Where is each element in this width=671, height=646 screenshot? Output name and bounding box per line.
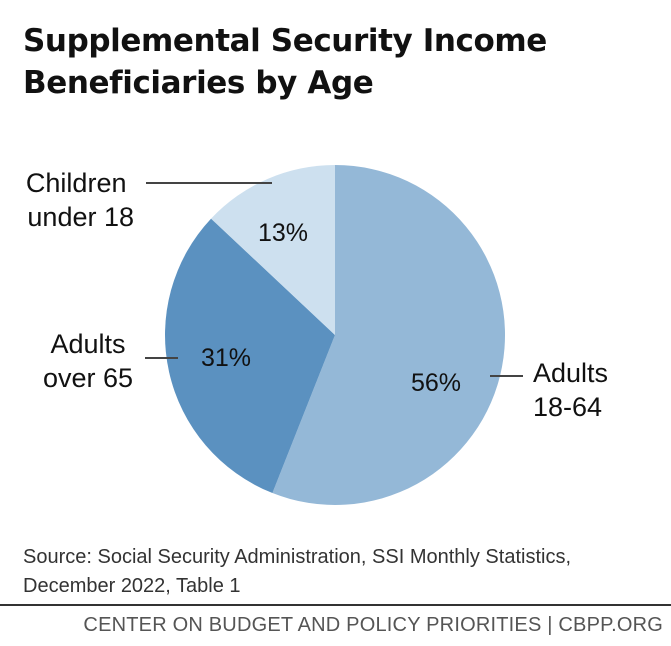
value-label-children-under-18: 13%	[258, 219, 308, 247]
pie-slice-children-under-18	[211, 165, 335, 335]
category-label-adults-18-64: Adults 18-64	[533, 358, 616, 422]
category-label-children-under-18-line-2: under 18	[27, 202, 134, 232]
source-note: Source: Social Security Administration, …	[23, 543, 663, 601]
category-label-adults-18-64-line-2: 18-64	[533, 392, 602, 422]
category-label-adults-over-65: Adults over 65	[43, 329, 133, 393]
pie-slice-adults-over-65	[165, 218, 335, 494]
value-label-adults-over-65: 31%	[201, 344, 251, 372]
source-line-1: Source: Social Security Administration, …	[23, 546, 571, 568]
chart-title: Supplemental Security Income Beneficiari…	[23, 20, 653, 104]
footer-divider	[0, 604, 671, 606]
chart-title-line-1: Supplemental Security Income	[23, 23, 547, 59]
chart-title-line-2: Beneficiaries by Age	[23, 65, 374, 101]
footer-credit: CENTER ON BUDGET AND POLICY PRIORITIES |…	[83, 614, 663, 636]
pie-chart: 56% 31% 13% Adults 18-64 Adults over 65 …	[26, 165, 616, 505]
category-label-adults-over-65-line-2: over 65	[43, 363, 133, 393]
pie-slices	[165, 165, 506, 505]
source-line-2: December 2022, Table 1	[23, 575, 241, 597]
category-label-adults-18-64-line-1: Adults	[533, 358, 608, 388]
value-label-adults-18-64: 56%	[411, 369, 461, 397]
category-label-adults-over-65-line-1: Adults	[50, 329, 125, 359]
pie-slice-adults-18-64	[272, 165, 506, 505]
category-label-children-under-18: Children under 18	[26, 168, 134, 232]
category-label-children-under-18-line-1: Children	[26, 168, 127, 198]
leader-lines	[145, 182, 523, 377]
